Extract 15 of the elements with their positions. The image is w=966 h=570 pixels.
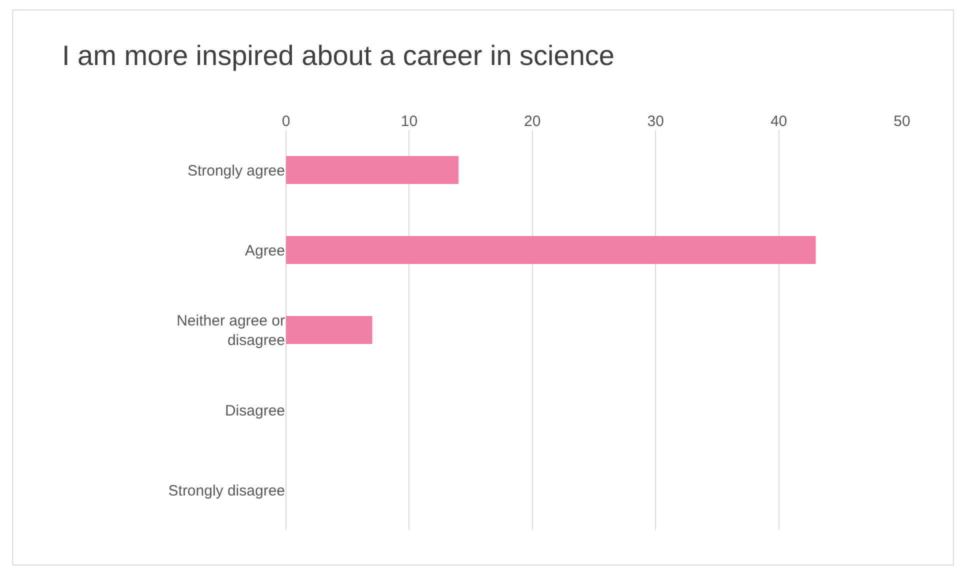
chart-title: I am more inspired about a career in science bbox=[62, 40, 614, 71]
x-tick-label: 10 bbox=[400, 113, 418, 130]
bar bbox=[286, 236, 816, 264]
x-tick-label: 30 bbox=[647, 113, 664, 130]
bar bbox=[286, 156, 458, 184]
x-tick-label: 0 bbox=[282, 113, 290, 130]
x-tick-label: 50 bbox=[894, 113, 910, 130]
x-tick-label: 40 bbox=[770, 113, 788, 130]
x-tick-label: 20 bbox=[524, 113, 541, 130]
y-tick-label: Agree bbox=[244, 242, 285, 260]
y-tick-label: Disagree bbox=[224, 402, 285, 420]
y-tick-label: Strongly agree bbox=[187, 162, 285, 180]
bar bbox=[286, 316, 372, 344]
y-tick-label: Neither agree or disagree bbox=[176, 312, 285, 349]
y-tick-label: Strongly disagree bbox=[168, 482, 285, 500]
